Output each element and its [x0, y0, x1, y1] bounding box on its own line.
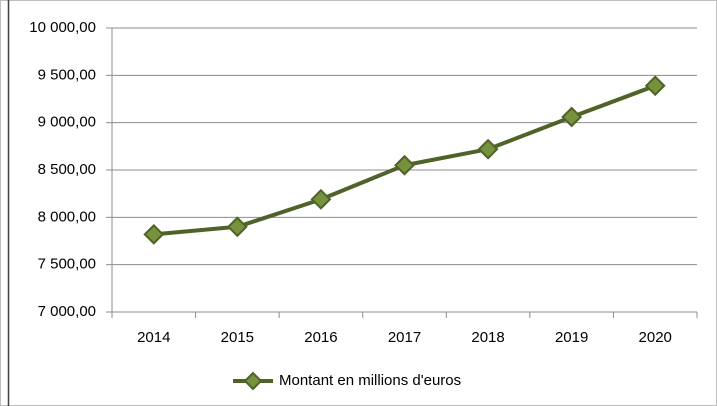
- y-tick-label: 7 000,00: [38, 303, 96, 320]
- x-tick-label: 2019: [555, 329, 588, 346]
- x-tick-label: 2018: [471, 329, 504, 346]
- y-tick-label: 9 500,00: [38, 66, 96, 83]
- x-tick-label: 2017: [388, 329, 421, 346]
- x-tick-label: 2020: [639, 329, 672, 346]
- x-tick-label: 2015: [221, 329, 254, 346]
- marker: [644, 75, 666, 97]
- legend-label: Montant en millions d'euros: [279, 372, 461, 389]
- y-tick-label: 8 500,00: [38, 161, 96, 178]
- marker: [143, 223, 165, 245]
- x-tick-label: 2016: [304, 329, 337, 346]
- y-tick-label: 8 000,00: [38, 208, 96, 225]
- marker: [310, 188, 332, 210]
- y-tick-label: 10 000,00: [29, 19, 96, 36]
- y-tick-label: 9 000,00: [38, 114, 96, 131]
- marker: [394, 154, 415, 176]
- marker: [226, 216, 248, 238]
- legend-marker: [243, 371, 263, 391]
- marker: [561, 106, 583, 128]
- marker: [477, 138, 499, 160]
- x-tick-label: 2014: [137, 329, 170, 346]
- y-tick-label: 7 500,00: [38, 256, 96, 273]
